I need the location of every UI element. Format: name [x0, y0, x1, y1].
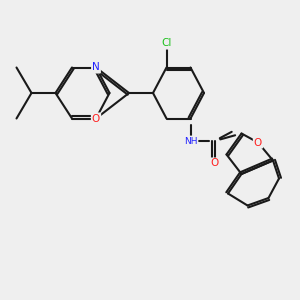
Text: N: N — [92, 62, 100, 73]
Text: NH: NH — [184, 136, 197, 146]
Text: O: O — [92, 113, 100, 124]
Text: O: O — [254, 137, 262, 148]
Text: Cl: Cl — [161, 38, 172, 49]
Text: O: O — [210, 158, 219, 169]
